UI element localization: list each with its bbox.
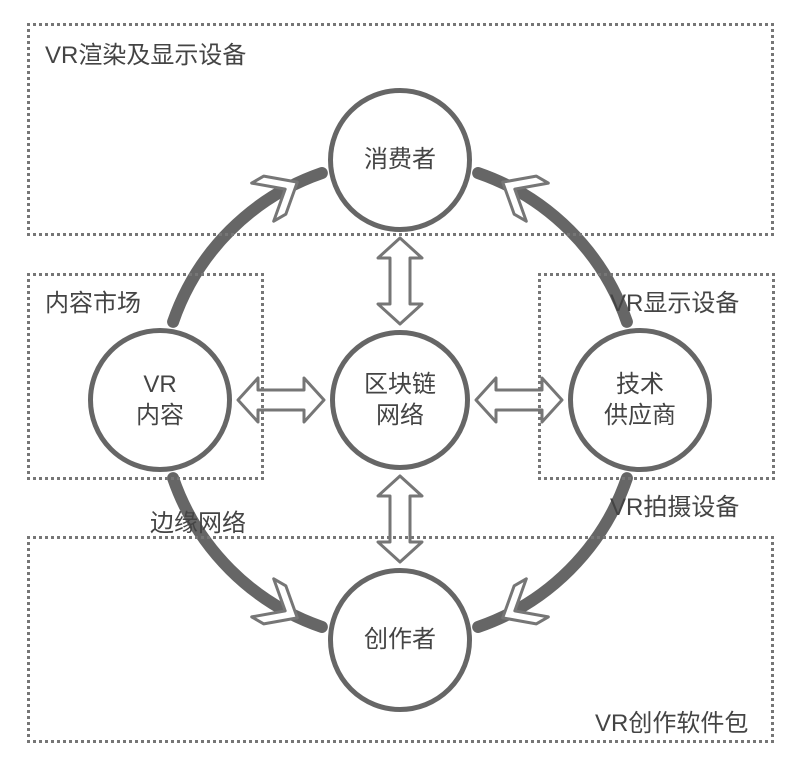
label-vr-render-display: VR渲染及显示设备 bbox=[45, 40, 246, 71]
node-blockchain-network: 区块链网络 bbox=[330, 330, 470, 470]
node-left-text: VR内容 bbox=[136, 369, 184, 431]
node-tech-supplier: 技术供应商 bbox=[568, 328, 712, 472]
label-edge-network: 边缘网络 bbox=[150, 508, 246, 539]
label-vr-creation-sdk: VR创作软件包 bbox=[595, 708, 748, 739]
label-vr-display-device: VR显示设备 bbox=[610, 288, 739, 319]
node-center-text: 区块链网络 bbox=[364, 369, 436, 431]
node-right-text: 技术供应商 bbox=[604, 369, 676, 431]
node-top-text: 消费者 bbox=[364, 144, 436, 175]
node-creator: 创作者 bbox=[328, 568, 472, 712]
node-vr-content: VR内容 bbox=[88, 328, 232, 472]
node-bottom-text: 创作者 bbox=[364, 624, 436, 655]
label-content-market: 内容市场 bbox=[45, 288, 141, 319]
diagram-stage: VR渲染及显示设备 内容市场 VR显示设备 VR拍摄设备 VR创作软件包 边缘网… bbox=[0, 0, 800, 765]
label-vr-shoot-device: VR拍摄设备 bbox=[610, 492, 739, 523]
node-consumer: 消费者 bbox=[328, 88, 472, 232]
